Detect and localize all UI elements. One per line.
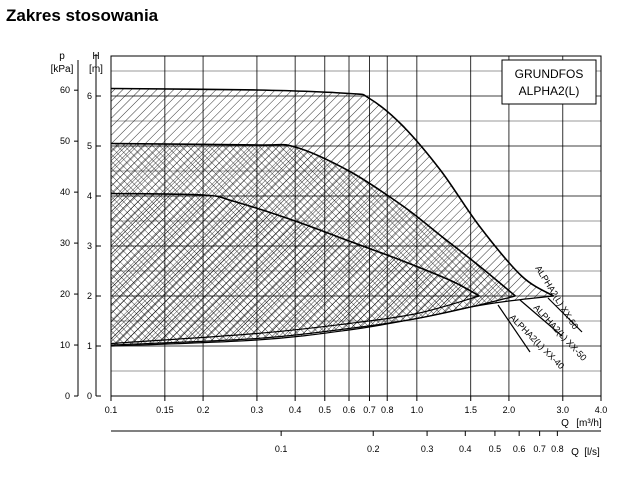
tick-label-x: 0.8 [381,405,394,415]
tick-label-h: 0 [87,391,92,401]
tick-label-h: 6 [87,91,92,101]
tick-label-x2: 0.2 [367,444,380,454]
tick-label-x: 0.3 [251,405,264,415]
tick-label-x2: 0.4 [459,444,472,454]
series-max-curve-1 [110,142,516,297]
series-leader-1 [519,299,563,337]
tick-label-x2: 0.6 [513,444,526,454]
series-min-curve-2 [110,295,480,345]
tick-label-p: 30 [60,238,70,248]
series-min-curve-1 [110,295,516,346]
series-leader-0 [547,297,583,333]
tick-label-p: 20 [60,289,70,299]
tick-label-x2: 0.1 [275,444,288,454]
brand-model: ALPHA2(L) [519,84,580,98]
tick-label-x2: 0.8 [551,444,564,454]
tick-label-p: 50 [60,136,70,146]
tick-label-x: 0.5 [319,405,332,415]
axis-unit-p: [kPa] [51,64,74,75]
tick-label-p: 60 [60,85,70,95]
axis-label-q-ls: Q [571,447,579,458]
series-max-curve-0 [110,87,555,297]
tick-label-h: 1 [87,341,92,351]
axis-unit-q-ls: [l/s] [584,447,600,458]
tick-label-x2: 0.7 [533,444,546,454]
tick-label-h: 3 [87,241,92,251]
axis-label-p: p [59,51,65,62]
tick-label-x2: 0.5 [489,444,502,454]
tick-label-x: 4.0 [595,405,608,415]
tick-label-p: 10 [60,340,70,350]
tick-label-x: 0.4 [289,405,302,415]
axis-label-h: H [92,51,99,62]
tick-label-x: 0.7 [363,405,376,415]
tick-label-h: 2 [87,291,92,301]
axis-label-q: Q [561,418,569,429]
tick-label-p: 0 [65,391,70,401]
page-title: Zakres stosowania [6,6,159,25]
tick-label-h: 4 [87,191,92,201]
brand-box [501,59,597,105]
tick-label-x: 0.2 [197,405,210,415]
axis-unit-h: [m] [89,64,103,75]
tick-label-x: 1.0 [411,405,424,415]
tick-label-x: 0.15 [156,405,174,415]
tick-label-p: 40 [60,187,70,197]
tick-label-x: 3.0 [557,405,570,415]
series-region-2 [111,193,480,344]
axis-unit-q: [m³/h] [576,418,602,429]
tick-label-x2: 0.3 [421,444,434,454]
tick-label-x: 2.0 [503,405,516,415]
tick-label-h: 5 [87,141,92,151]
series-leader-2 [497,304,531,353]
tick-label-x: 0.6 [343,405,356,415]
series-max-curve-2 [110,192,480,297]
tick-label-x: 1.5 [464,405,477,415]
tick-label-x: 0.1 [105,405,118,415]
brand-name: GRUNDFOS [515,67,584,81]
